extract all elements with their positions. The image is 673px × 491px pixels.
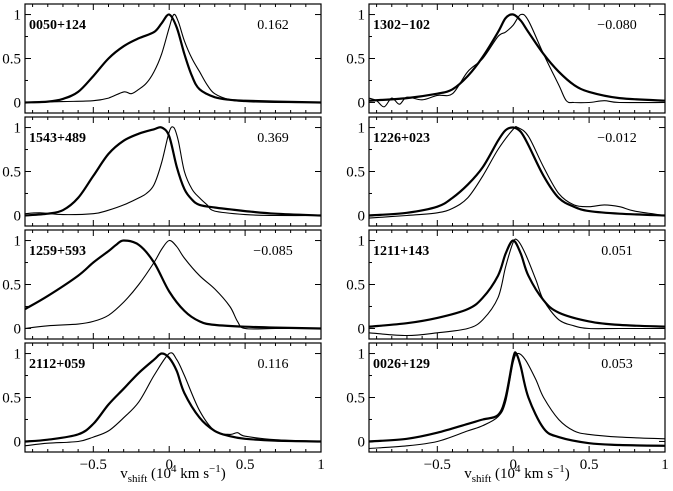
x-tick-label: −0.5: [424, 457, 451, 473]
y-tick-label: 0.5: [2, 278, 21, 294]
series-thick-line: [369, 126, 665, 217]
series-thick-line: [25, 352, 321, 443]
x-tick-label: 0: [509, 457, 517, 473]
y-tick-label: 0: [14, 208, 22, 224]
y-tick-label: 0: [358, 95, 366, 111]
y-tick-label: 1: [358, 121, 366, 137]
series-thick-line: [369, 351, 665, 447]
x-tick-label: 1: [661, 457, 669, 473]
x-tick-label: 0: [165, 457, 173, 473]
panels-group: 0 0.5 1 0050+124 0.162 0 0.5 1 1543+489 0.369 0 0.5…: [2, 3, 669, 473]
object-name: 0026+129: [373, 357, 430, 372]
panel-8: 0 0.5 1 −0.5 0 0.5 1 0026+129 0.053: [346, 342, 669, 473]
series-thin-line: [25, 239, 321, 330]
series-thin-line: [369, 352, 665, 450]
series-thin-line: [369, 126, 665, 219]
y-tick-label: 0: [14, 434, 22, 450]
series-thin-line: [369, 238, 665, 337]
y-tick-label: 0: [14, 321, 22, 337]
x-tick-label: 0.5: [580, 457, 599, 473]
object-name: 1259+593: [29, 244, 86, 259]
series-thin-line: [25, 126, 321, 217]
series-thin-line: [369, 13, 665, 108]
y-tick-label: 1: [14, 234, 22, 250]
series-thick-line: [25, 239, 321, 330]
object-name: 0050+124: [29, 18, 86, 33]
y-tick-label: 0: [14, 95, 22, 111]
panel-value: −0.080: [597, 18, 636, 33]
panel-3: 0 0.5 1 1259+593 −0.085: [2, 229, 322, 340]
y-tick-label: 1: [14, 8, 22, 24]
object-name: 1543+489: [29, 131, 86, 146]
object-name: 1302−102: [373, 18, 430, 33]
y-tick-label: 1: [14, 121, 22, 137]
object-name: 2112+059: [29, 357, 85, 372]
y-tick-label: 0: [358, 208, 366, 224]
x-axis-label-left: vshift (104 km s−1): [120, 463, 226, 485]
panel-1: 0 0.5 1 0050+124 0.162: [2, 3, 322, 114]
y-tick-label: 0.5: [2, 52, 21, 68]
panel-value: −0.012: [597, 131, 636, 146]
panel-value: 0.116: [258, 357, 289, 372]
object-name: 1211+143: [373, 244, 429, 259]
y-tick-label: 0: [358, 434, 366, 450]
x-axis-label-right: vshift (104 km s−1): [464, 463, 570, 485]
panel-6: 0 0.5 1 1226+023 −0.012: [346, 116, 666, 227]
panel-7: 0 0.5 1 1211+143 0.051: [346, 229, 666, 340]
y-tick-label: 0.5: [346, 52, 365, 68]
panel-5: 0 0.5 1 1302−102 −0.080: [346, 3, 666, 114]
y-tick-label: 0.5: [346, 278, 365, 294]
panel-value: 0.369: [257, 131, 289, 146]
x-tick-label: −0.5: [80, 457, 107, 473]
panel-value: −0.085: [253, 244, 292, 259]
series-thick-line: [25, 126, 321, 217]
series-thin-line: [25, 13, 321, 104]
object-name: 1226+023: [373, 131, 430, 146]
y-tick-label: 0.5: [2, 165, 21, 181]
y-tick-label: 0: [358, 321, 366, 337]
series-thick-line: [369, 13, 665, 102]
series-thin-line: [25, 352, 321, 447]
panel-value: 0.051: [601, 244, 633, 259]
y-tick-label: 0.5: [346, 391, 365, 407]
x-tick-label: 0.5: [236, 457, 255, 473]
panel-2: 0 0.5 1 1543+489 0.369: [2, 116, 322, 227]
y-tick-label: 1: [358, 8, 366, 24]
x-tick-label: 1: [317, 457, 325, 473]
panel-value: 0.053: [601, 357, 633, 372]
y-tick-label: 1: [358, 347, 366, 363]
y-tick-label: 0.5: [346, 165, 365, 181]
y-tick-label: 1: [358, 234, 366, 250]
panel-4: 0 0.5 1 −0.5 0 0.5 1 2112+059 0.116: [2, 342, 325, 473]
y-tick-label: 0.5: [2, 391, 21, 407]
series-thick-line: [369, 239, 665, 328]
panel-value: 0.162: [257, 18, 289, 33]
y-tick-label: 1: [14, 347, 22, 363]
